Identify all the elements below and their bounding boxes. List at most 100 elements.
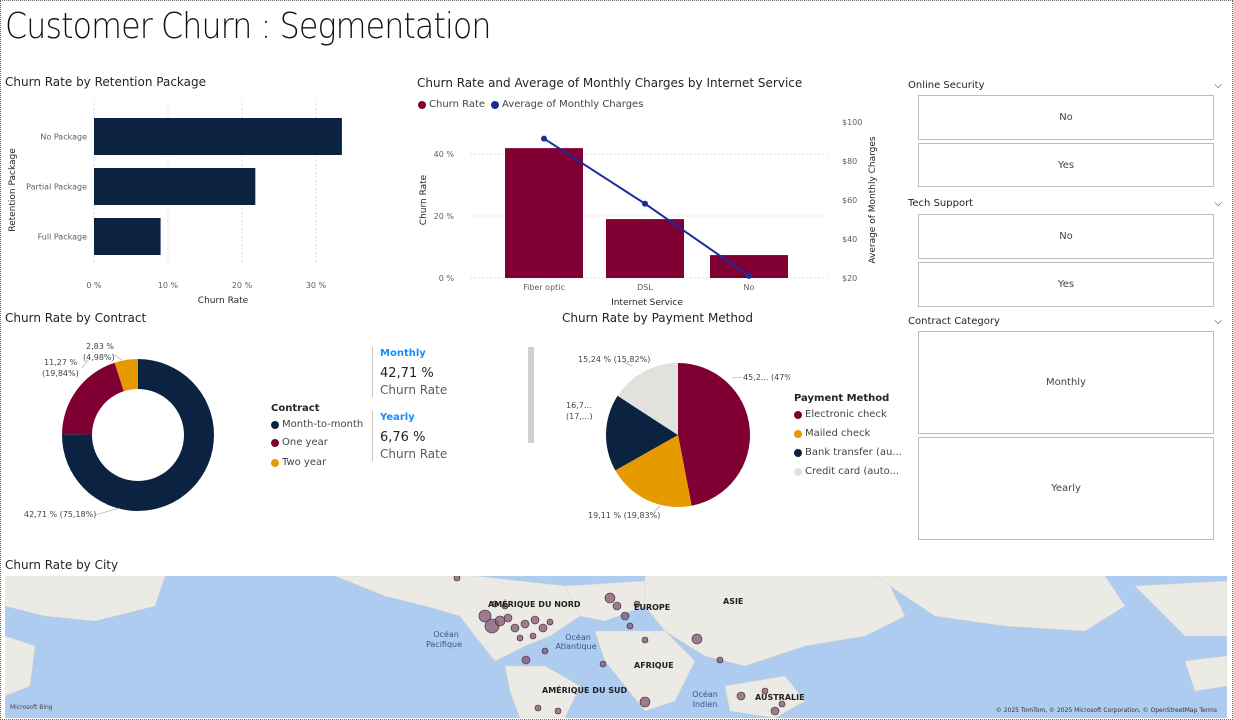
legend-swatch: [794, 448, 802, 457]
map-continent-labels: AMÉRIQUE DU NORD EUROPE ASIE AFRIQUE AMÉ…: [488, 597, 805, 702]
map-landmasses: [5, 576, 1227, 718]
payment-chart-title: Churn Rate by Payment Method: [562, 311, 753, 325]
contract-donut-chart[interactable]: 42,71 % (75,18%) 11,27 % (19,84%) 2,83 %…: [0, 330, 265, 530]
internet-left-tick-label: 40 %: [434, 150, 455, 159]
legend-label: Bank transfer (au...: [805, 447, 902, 458]
internet-churn-bar: [710, 255, 788, 278]
payment-pie-slice: [606, 395, 678, 471]
internet-right-axis-title: Average of Monthly Charges: [868, 136, 878, 264]
slicer-option-yes[interactable]: Yes: [918, 143, 1214, 187]
legend-swatch: [271, 420, 279, 429]
internet-legend: Churn Rate Average of Monthly Charges: [418, 99, 643, 110]
payment-leader-line: [653, 505, 661, 513]
card-yearly-sub: Churn Rate: [380, 447, 448, 461]
city-map[interactable]: AMÉRIQUE DU NORD EUROPE ASIE AFRIQUE AMÉ…: [5, 576, 1227, 718]
retention-tick-label: 0 %: [86, 281, 102, 290]
card-divider: [372, 347, 373, 397]
internet-avg-point: [541, 135, 547, 142]
payment-label-bank: 16,7...: [566, 401, 591, 410]
internet-left-tick-label: 20 %: [434, 212, 455, 221]
contract-legend-item[interactable]: Month-to-month: [271, 419, 363, 430]
internet-x-axis-title: Internet Service: [611, 298, 683, 308]
payment-pie-slice: [615, 435, 692, 507]
payment-pie-chart[interactable]: 45,2... (47%) 19,11 % (19,83%) 16,7... (…: [560, 340, 790, 525]
map-title: Churn Rate by City: [5, 558, 119, 572]
map-label: ASIE: [723, 597, 743, 606]
internet-category-label: DSL: [637, 283, 653, 292]
slicer-option-no[interactable]: No: [918, 214, 1214, 259]
map-label: AMÉRIQUE DU NORD: [488, 598, 581, 609]
retention-x-axis-title: Churn Rate: [198, 296, 249, 306]
contract-leader-line: [112, 353, 123, 361]
map-label: Pacifique: [426, 640, 462, 649]
slicer-option-yearly[interactable]: Yearly: [918, 437, 1214, 540]
map-label: AMÉRIQUE DU SUD: [542, 684, 627, 695]
payment-legend-item[interactable]: Bank transfer (au...: [794, 447, 902, 458]
contract-donut-slice: [62, 359, 215, 511]
chevron-down-icon[interactable]: ⌵: [1214, 80, 1222, 91]
retention-tick-label: 20 %: [232, 281, 253, 290]
payment-label-electronic: 45,2... (47%): [743, 373, 790, 382]
slicer-online-security-header[interactable]: Online Security ⌵: [908, 80, 1222, 91]
map-label: AUSTRALIE: [755, 693, 805, 702]
contract-label-twoyear-share: (4,98%): [83, 353, 115, 362]
payment-legend-item[interactable]: Mailed check: [794, 428, 870, 439]
contract-legend-item[interactable]: One year: [271, 437, 328, 448]
internet-category-label: Fiber optic: [523, 283, 565, 292]
retention-category-label: Partial Package: [26, 183, 87, 192]
map-attribution[interactable]: © 2025 TomTom, © 2025 Microsoft Corporat…: [996, 707, 1217, 714]
payment-legend-item[interactable]: Electronic check: [794, 409, 887, 420]
slicer-option-no[interactable]: No: [918, 95, 1214, 140]
contract-legend-item[interactable]: Two year: [271, 457, 326, 468]
slicer-title: Online Security: [908, 80, 985, 91]
map-label: Océan: [433, 629, 459, 639]
contract-donut-slice: [114, 359, 138, 392]
internet-right-tick-label: $60: [842, 196, 857, 205]
card-monthly-sub: Churn Rate: [380, 383, 448, 397]
internet-right-tick-label: $40: [842, 235, 857, 244]
scrollbar[interactable]: [528, 347, 534, 443]
payment-pie-slice: [678, 363, 750, 506]
card-yearly-value: 6,76 %: [380, 430, 426, 445]
slicer-contract-category-header[interactable]: Contract Category ⌵: [908, 316, 1222, 327]
payment-label-bank-share: (17,...): [566, 412, 593, 421]
contract-legend-title: Contract: [271, 403, 320, 414]
map-label: Océan: [692, 689, 718, 699]
contract-label-oneyear: 11,27 %: [44, 358, 77, 367]
chevron-down-icon[interactable]: ⌵: [1214, 198, 1222, 209]
slicer-tech-support-header[interactable]: Tech Support ⌵: [908, 198, 1222, 209]
map-label: Atlantique: [555, 642, 596, 651]
payment-leader-line: [731, 376, 743, 379]
internet-right-tick-label: $80: [842, 157, 857, 166]
slicer-option-yes[interactable]: Yes: [918, 262, 1214, 307]
retention-tick-label: 30 %: [306, 281, 327, 290]
contract-label-twoyear: 2,83 %: [86, 342, 114, 351]
contract-donut-slice: [62, 362, 124, 435]
retention-bar: [94, 218, 161, 255]
legend-label-churn: Churn Rate: [429, 99, 486, 110]
internet-chart[interactable]: Churn Rate Average of Monthly Charges Fi…: [410, 110, 890, 310]
retention-tick-label: 10 %: [158, 281, 179, 290]
card-divider: [372, 411, 373, 461]
retention-category-label: No Package: [40, 133, 87, 142]
legend-swatch-churn: [418, 100, 426, 109]
payment-legend-item[interactable]: Credit card (auto...: [794, 466, 899, 477]
legend-label: Month-to-month: [282, 419, 364, 430]
legend-label: Electronic check: [805, 409, 887, 420]
legend-swatch-avg: [491, 100, 500, 109]
contract-leader-line: [81, 359, 89, 369]
chevron-down-icon[interactable]: ⌵: [1214, 316, 1222, 327]
legend-swatch: [794, 410, 802, 419]
map-label: AFRIQUE: [634, 661, 674, 670]
legend-swatch: [271, 458, 279, 467]
map-label: Indien: [693, 700, 718, 709]
map-city-markers[interactable]: [453, 576, 786, 716]
internet-churn-bar: [505, 148, 583, 278]
internet-chart-title: Churn Rate and Average of Monthly Charge…: [417, 76, 803, 90]
card-monthly-value: 42,71 %: [380, 366, 434, 381]
legend-swatch: [794, 429, 802, 438]
internet-left-axis-title: Churn Rate: [419, 174, 429, 225]
slicer-option-monthly[interactable]: Monthly: [918, 331, 1214, 434]
contract-chart-title: Churn Rate by Contract: [5, 311, 147, 325]
retention-chart[interactable]: Retention Package No Package Partial Pack…: [0, 95, 380, 310]
